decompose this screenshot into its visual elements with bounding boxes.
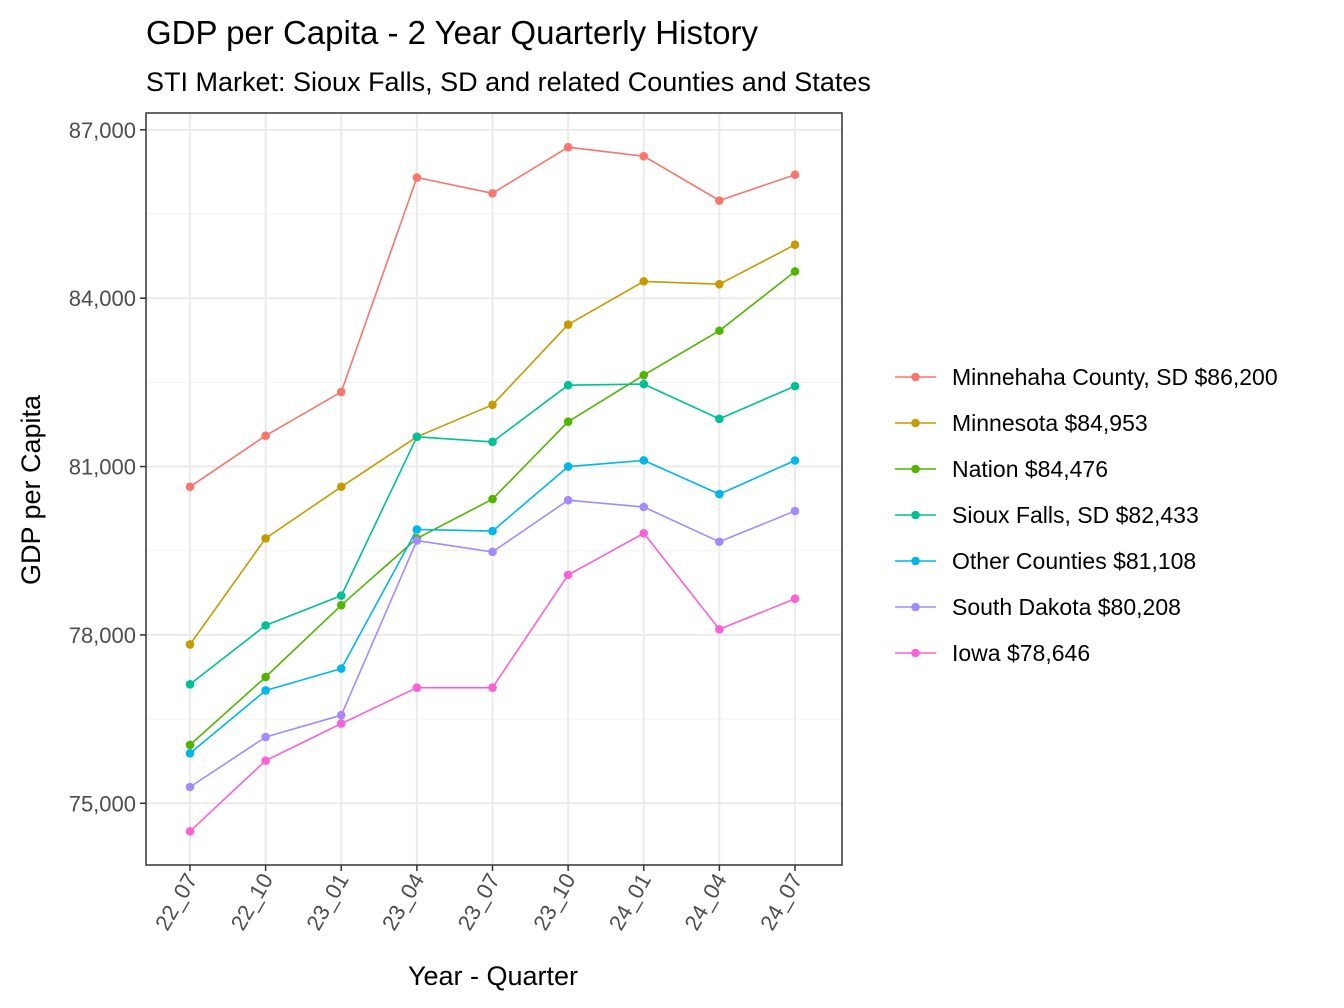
- x-tick-label: 24_01: [604, 869, 656, 934]
- x-tick-label: 22_10: [226, 869, 278, 934]
- legend-key-point: [911, 648, 920, 658]
- data-point: [488, 547, 497, 557]
- x-tick-label: 23_01: [301, 869, 353, 934]
- data-point: [639, 502, 649, 512]
- data-point: [336, 664, 346, 673]
- data-point: [639, 529, 649, 538]
- data-point: [488, 400, 497, 410]
- data-point: [488, 683, 497, 692]
- data-point: [488, 526, 497, 536]
- y-tick-label: 81,000: [69, 455, 136, 480]
- data-point: [412, 683, 422, 692]
- x-tick-label: 24_04: [679, 869, 731, 934]
- chart-title: GDP per Capita - 2 Year Quarterly Histor…: [146, 14, 758, 51]
- data-point: [715, 414, 724, 424]
- data-point: [563, 142, 573, 152]
- legend-label: Nation $84,476: [952, 456, 1108, 482]
- legend-key-point: [911, 418, 920, 428]
- x-tick-label: 23_10: [528, 869, 580, 934]
- data-point: [185, 740, 195, 750]
- data-point: [185, 827, 195, 836]
- legend: Minnehaha County, SD $86,200 Minnesota $8…: [895, 364, 1278, 666]
- data-point: [715, 624, 724, 634]
- data-point: [715, 326, 724, 336]
- data-point: [261, 756, 270, 765]
- data-point: [488, 437, 497, 447]
- y-axis-title: GDP per Capita: [16, 394, 46, 585]
- data-point: [336, 600, 346, 610]
- legend-label: South Dakota $80,208: [952, 594, 1181, 620]
- data-point: [790, 381, 800, 391]
- x-axis-title: Year - Quarter: [408, 961, 578, 991]
- y-tick-label: 78,000: [69, 623, 136, 648]
- plot-border: [145, 112, 843, 866]
- data-point: [715, 537, 724, 547]
- data-point: [336, 591, 346, 600]
- legend-key-point: [911, 556, 920, 566]
- data-point: [336, 710, 346, 720]
- data-point: [336, 482, 346, 492]
- data-point: [488, 494, 497, 504]
- data-point: [185, 782, 195, 792]
- data-point: [639, 456, 649, 465]
- data-point: [715, 196, 724, 205]
- y-tick-label: 75,000: [69, 791, 136, 816]
- plot-background: [146, 113, 842, 865]
- data-point: [261, 431, 270, 440]
- data-point: [563, 380, 573, 390]
- legend-label: Minnehaha County, SD $86,200: [952, 364, 1278, 390]
- data-point: [563, 417, 573, 426]
- data-point: [790, 240, 800, 250]
- legend-key-point: [911, 602, 920, 612]
- legend-label: Iowa $78,646: [952, 640, 1090, 666]
- data-point: [563, 320, 573, 329]
- y-tick-label: 87,000: [69, 118, 136, 143]
- data-point: [412, 525, 422, 534]
- data-point: [790, 170, 800, 180]
- legend-key-point: [911, 510, 920, 520]
- legend-label: Sioux Falls, SD $82,433: [952, 502, 1199, 528]
- data-point: [715, 279, 724, 289]
- data-point: [790, 594, 800, 603]
- data-point: [639, 379, 649, 389]
- x-tick-label: 22_07: [150, 869, 202, 934]
- data-point: [715, 489, 724, 499]
- data-point: [563, 462, 573, 471]
- data-point: [261, 686, 270, 695]
- plot-area: 75,000 78,000 81,000 84,000 87,000 22_07 22_10…: [69, 112, 843, 934]
- y-tick-label: 84,000: [69, 286, 136, 311]
- data-point: [412, 173, 422, 182]
- legend-label: Minnesota $84,953: [952, 410, 1148, 436]
- legend-key-point: [911, 372, 920, 382]
- data-point: [185, 749, 195, 758]
- data-point: [261, 534, 270, 543]
- data-point: [261, 672, 270, 682]
- data-point: [412, 536, 422, 545]
- legend-key-point: [911, 464, 920, 474]
- data-point: [639, 151, 649, 161]
- data-point: [790, 267, 800, 276]
- data-point: [790, 456, 800, 465]
- x-tick-label: 23_04: [377, 869, 429, 934]
- data-point: [412, 432, 422, 442]
- data-point: [185, 640, 195, 649]
- data-point: [185, 482, 195, 492]
- data-point: [185, 679, 195, 689]
- data-point: [261, 621, 270, 630]
- data-point: [563, 570, 573, 580]
- data-point: [261, 732, 270, 742]
- data-point: [563, 495, 573, 505]
- data-point: [639, 277, 649, 286]
- data-point: [790, 506, 800, 516]
- data-point: [488, 188, 497, 198]
- chart-subtitle: STI Market: Sioux Falls, SD and related …: [146, 67, 871, 97]
- data-point: [336, 719, 346, 728]
- data-point: [639, 370, 649, 380]
- x-tick-label: 23_07: [453, 869, 505, 934]
- legend-label: Other Counties $81,108: [952, 548, 1196, 574]
- x-tick-label: 24_07: [755, 869, 807, 934]
- data-point: [336, 387, 346, 397]
